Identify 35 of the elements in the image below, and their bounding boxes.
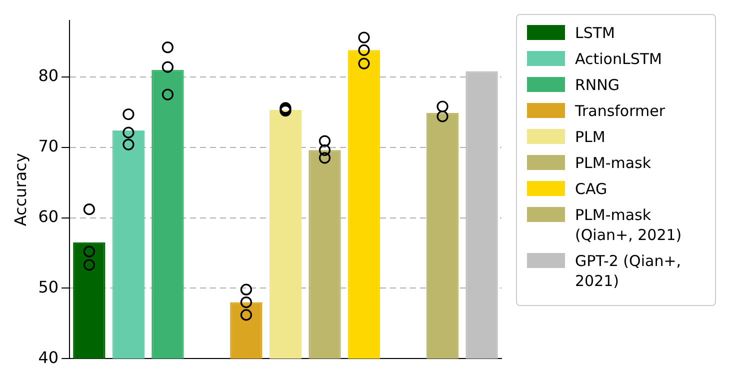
- point: [122, 138, 134, 150]
- legend-label: RNNG: [575, 75, 620, 95]
- legend-label: PLM-mask: [575, 153, 652, 173]
- point: [162, 88, 174, 100]
- point: [358, 58, 370, 70]
- legend-label: LSTM: [575, 23, 615, 43]
- y-tick-label: 50: [38, 277, 59, 296]
- point: [162, 42, 174, 54]
- point: [83, 246, 95, 258]
- legend-label: GPT-2 (Qian+, 2021): [575, 251, 682, 291]
- legend-label: CAG: [575, 179, 608, 199]
- point: [240, 296, 252, 308]
- point: [358, 32, 370, 44]
- point: [318, 152, 331, 164]
- point: [240, 284, 252, 296]
- legend-label: PLM-mask (Qian+, 2021): [575, 205, 683, 245]
- y-axis-title: Accuracy: [10, 153, 30, 226]
- point: [83, 204, 95, 216]
- point: [436, 100, 448, 112]
- y-tick-label: 40: [38, 348, 59, 367]
- y-tick-label: 60: [38, 206, 59, 226]
- y-tick-label: 80: [38, 66, 59, 86]
- point: [122, 108, 134, 120]
- point: [83, 259, 95, 271]
- legend-label: PLM: [575, 127, 606, 147]
- point: [318, 144, 331, 156]
- point: [240, 309, 252, 321]
- point: [162, 61, 174, 73]
- point: [436, 110, 448, 122]
- point: [318, 135, 331, 147]
- y-tick-label: 70: [38, 136, 59, 156]
- point: [122, 126, 134, 138]
- legend-label: ActionLSTM: [575, 49, 662, 69]
- point: [358, 44, 370, 56]
- legend-label: Transformer: [575, 101, 666, 121]
